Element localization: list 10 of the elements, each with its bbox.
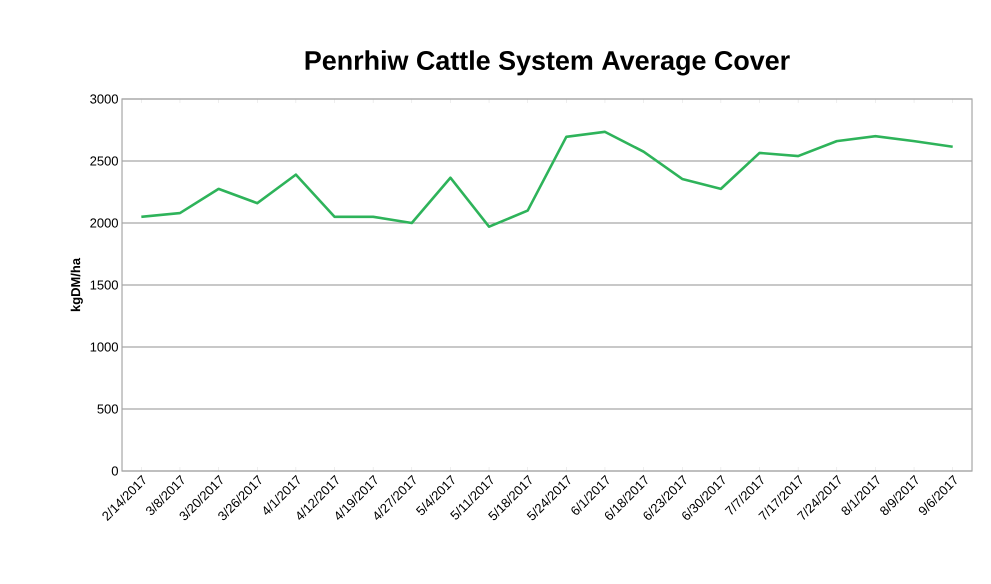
- y-tick-label: 1000: [90, 342, 118, 352]
- chart-title: Penrhiw Cattle System Average Cover: [306, 50, 790, 76]
- line-series: [140, 130, 954, 228]
- y-axis-title: kgDM/ha: [70, 258, 83, 312]
- y-tick-label: 1500: [90, 280, 118, 290]
- y-tick-label: 500: [97, 404, 118, 414]
- y-tick-label: 0: [112, 466, 118, 476]
- y-tick-label: 2500: [90, 156, 118, 166]
- y-tick-label: 2000: [90, 218, 118, 228]
- y-tick-label: 3000: [90, 94, 118, 104]
